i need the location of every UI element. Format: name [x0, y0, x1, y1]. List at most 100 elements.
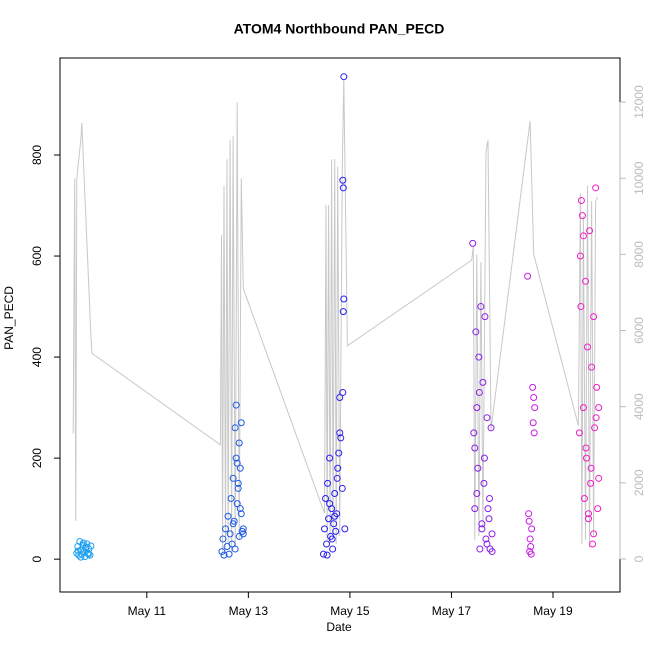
point [527, 543, 535, 551]
point [587, 464, 595, 472]
point [340, 73, 348, 81]
y-tick-label: 600 [30, 246, 44, 266]
point [323, 551, 331, 559]
point [219, 535, 227, 543]
y2-tick-label: 10000 [632, 161, 646, 195]
point [526, 535, 534, 543]
y-tick-label: 0 [30, 556, 44, 563]
point [575, 429, 583, 437]
point [324, 479, 332, 487]
point [86, 551, 94, 559]
y2-tick-label: 4000 [632, 393, 646, 420]
x-tick-label: May 19 [533, 604, 573, 618]
y2-tick-label: 8000 [632, 241, 646, 268]
point [232, 401, 240, 409]
point [592, 414, 600, 422]
point [485, 515, 493, 523]
point [486, 495, 494, 503]
point [333, 474, 341, 482]
point [585, 515, 593, 523]
point [84, 550, 92, 558]
point [233, 459, 241, 467]
point [336, 429, 344, 437]
point [585, 510, 593, 518]
point [590, 530, 598, 538]
point [480, 454, 488, 462]
point [471, 505, 479, 513]
point [222, 525, 230, 533]
point [530, 429, 538, 437]
point [340, 295, 348, 303]
point [480, 479, 488, 487]
point [483, 540, 491, 548]
point [332, 527, 340, 535]
point [335, 449, 343, 457]
point [476, 545, 484, 553]
point [475, 388, 483, 396]
point [593, 383, 601, 391]
x-tick-label: May 11 [128, 604, 167, 618]
point [331, 512, 339, 520]
point [528, 525, 536, 533]
point [328, 535, 336, 543]
point [323, 540, 331, 548]
point [331, 489, 339, 497]
point [577, 196, 585, 204]
point [470, 429, 478, 437]
point [329, 545, 337, 553]
point [237, 419, 245, 427]
point [330, 520, 338, 528]
point [524, 272, 532, 280]
point [587, 479, 595, 487]
point [322, 495, 330, 503]
y2-tick-label: 12000 [632, 85, 646, 119]
x-tick-label: May 17 [432, 604, 472, 618]
point [235, 439, 243, 447]
point [584, 343, 592, 351]
point [234, 484, 242, 492]
point [339, 308, 347, 316]
point [530, 393, 538, 401]
point [488, 548, 496, 556]
point [319, 550, 327, 558]
point [237, 510, 245, 518]
point [595, 474, 603, 482]
point [235, 532, 243, 540]
point [529, 419, 537, 427]
point [231, 545, 239, 553]
point [341, 525, 349, 533]
point [478, 525, 486, 533]
point [477, 303, 485, 311]
y2-tick-label: 2000 [632, 469, 646, 496]
point [220, 551, 228, 559]
point [339, 388, 347, 396]
point [227, 495, 235, 503]
point [226, 530, 234, 538]
point [471, 444, 479, 452]
point [325, 515, 333, 523]
point [588, 363, 596, 371]
point [334, 464, 342, 472]
x-axis-label: Date [326, 620, 352, 634]
point [326, 500, 334, 508]
x-tick-label: May 13 [229, 604, 269, 618]
point [236, 464, 244, 472]
point [525, 510, 533, 518]
point [474, 464, 482, 472]
y-tick-label: 800 [30, 145, 44, 165]
point [487, 424, 495, 432]
point [577, 303, 585, 311]
y-tick-label: 200 [30, 448, 44, 468]
point [74, 547, 82, 555]
point [576, 252, 584, 260]
point [229, 520, 237, 528]
point [339, 184, 347, 192]
point [87, 542, 95, 550]
point [475, 353, 483, 361]
point [473, 404, 481, 412]
point [482, 535, 490, 543]
point [590, 313, 598, 321]
point [321, 525, 329, 533]
point [580, 495, 588, 503]
point [338, 484, 346, 492]
